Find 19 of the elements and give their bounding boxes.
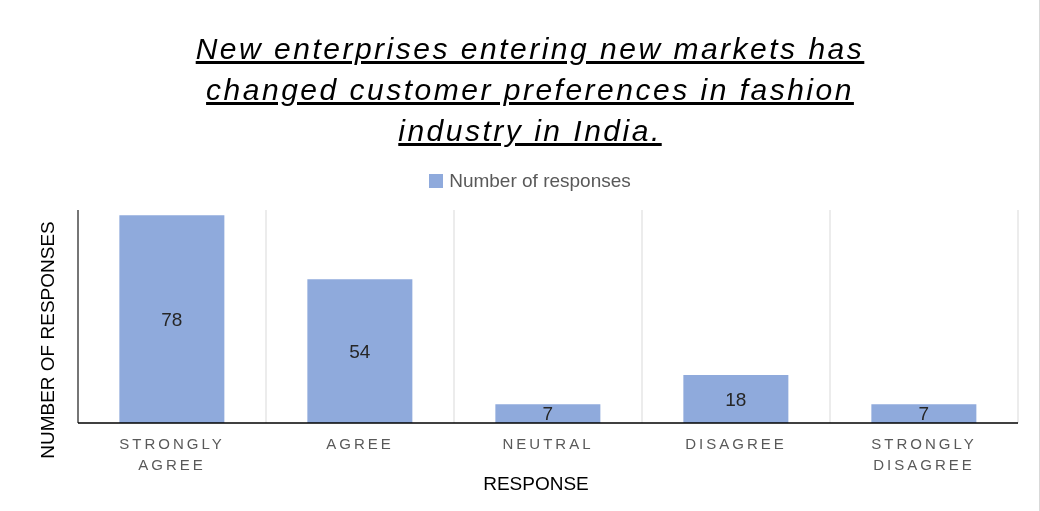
x-tick-label: NEUTRAL <box>502 435 594 452</box>
data-label: 18 <box>725 388 747 410</box>
x-tick-label: STRONGLY AGREE <box>119 435 225 473</box>
bar <box>119 215 225 423</box>
bar <box>495 404 601 423</box>
bar <box>871 404 977 423</box>
x-tick-label: AGREE <box>326 435 394 452</box>
data-label: 54 <box>349 340 371 362</box>
legend-label: Number of responses <box>448 170 631 192</box>
x-tick-label: STRONGLY DISAGREE <box>871 435 977 473</box>
x-axis-title: RESPONSE <box>482 473 590 495</box>
chart-title: New enterprises entering new markets has changed customer preferences in fashion industry in India. <box>194 31 866 149</box>
x-tick-label: DISAGREE <box>685 435 787 452</box>
data-label: 78 <box>161 308 183 330</box>
y-axis-title: NUMBER OF RESPONSES <box>37 221 59 459</box>
data-label: 7 <box>918 403 930 425</box>
bar <box>683 375 789 423</box>
data-label: 7 <box>542 403 554 425</box>
bar <box>307 279 413 423</box>
